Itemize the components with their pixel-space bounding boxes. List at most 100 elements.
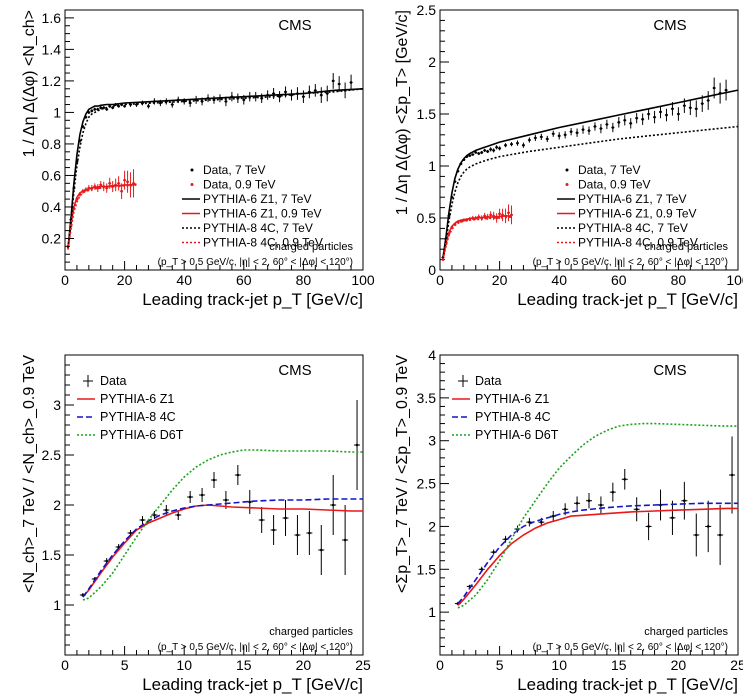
data-point xyxy=(325,92,329,95)
series-points xyxy=(66,169,136,248)
x-tick-label: 80 xyxy=(296,272,312,288)
x-tick-label: 80 xyxy=(671,272,687,288)
chart-panel-tl: 0 20 40 60 80 100 0.2 0.4 0.6 0.8 1 1.2 1.4 1.6 Leadin… xyxy=(21,9,375,309)
data-point xyxy=(272,92,275,95)
data-point xyxy=(337,82,341,86)
y-tick-label: 0.6 xyxy=(42,167,62,183)
data-point xyxy=(308,531,311,535)
y-tick-label: 0 xyxy=(428,262,436,278)
data-point xyxy=(343,538,347,542)
data-point xyxy=(587,499,591,503)
legend-label: PYTHIA-6 Z1, 0.9 TeV xyxy=(578,207,697,221)
legend-label: PYTHIA-6 D6T xyxy=(475,428,559,442)
data-point xyxy=(563,133,567,137)
data-point xyxy=(730,473,734,477)
data-point xyxy=(471,153,475,156)
y-tick-label: 2 xyxy=(53,497,61,513)
annotation-line: (p_T > 0.5 GeV/c, |η| < 2, 60° < |Δφ| < … xyxy=(158,257,353,268)
data-point xyxy=(659,110,662,114)
legend-label: PYTHIA-6 Z1 xyxy=(100,392,174,406)
annotation-line: (p_T > 0.5 GeV/c, |η| < 2, 60° < |Δφ| < … xyxy=(533,642,728,653)
data-point xyxy=(492,149,495,152)
data-point xyxy=(635,116,638,120)
data-point xyxy=(689,106,692,110)
series-line xyxy=(442,215,512,260)
data-point xyxy=(605,123,609,126)
y-tick-label: 1 xyxy=(428,604,436,620)
data-point xyxy=(319,548,323,552)
y-axis-label: 1 / Δη Δ(Δφ) <Σp_T> [GeV/c] xyxy=(394,10,411,215)
series-line xyxy=(457,502,738,605)
data-point xyxy=(123,104,126,108)
annotation-line: (p_T > 0.5 GeV/c, |η| < 2, 60° < |Δφ| < … xyxy=(533,257,728,268)
x-tick-label: 40 xyxy=(176,272,192,288)
y-tick-label: 1 xyxy=(53,104,61,120)
data-point xyxy=(188,495,192,499)
data-point xyxy=(659,503,662,507)
y-axis-label: <N_ch>_7 TeV / <N_ch>_0.9 TeV xyxy=(21,355,38,593)
legend-label: Data, 0.9 TeV xyxy=(578,178,651,192)
series-line xyxy=(67,184,137,250)
x-tick-label: 0 xyxy=(61,272,69,288)
data-point xyxy=(498,147,501,150)
y-tick-label: 1.6 xyxy=(42,10,62,26)
data-point xyxy=(483,149,487,152)
chart-panel-tr: 0 20 40 60 80 100 0 0.5 1 1.5 2 2.5 Leading track-je… xyxy=(394,2,743,309)
data-point xyxy=(284,516,287,520)
data-point xyxy=(540,520,543,524)
data-point xyxy=(629,122,633,125)
data-point xyxy=(611,490,615,494)
data-point xyxy=(617,121,621,124)
legend-label: Data, 0.9 TeV xyxy=(203,178,276,192)
data-point xyxy=(105,559,109,563)
y-tick-label: 1.5 xyxy=(42,547,62,563)
legend-label: PYTHIA-8 4C xyxy=(475,410,551,424)
data-point xyxy=(551,132,555,136)
x-axis-label: Leading track-jet p_T [GeV/c] xyxy=(142,675,363,694)
legend-marker xyxy=(190,168,194,172)
series-line xyxy=(82,498,363,598)
legend-label: PYTHIA-6 Z1, 7 TeV xyxy=(578,192,687,206)
data-point xyxy=(99,183,103,187)
data-point xyxy=(671,107,674,111)
data-point xyxy=(474,151,478,154)
series-line xyxy=(67,88,364,248)
data-point xyxy=(200,493,204,497)
x-tick-label: 0 xyxy=(436,657,444,673)
series-line xyxy=(457,507,738,606)
data-point xyxy=(331,503,335,507)
data-point xyxy=(653,115,656,119)
series-line xyxy=(442,125,739,259)
data-point xyxy=(522,143,525,147)
data-point xyxy=(504,143,507,147)
data-point xyxy=(575,501,579,505)
data-point xyxy=(93,107,97,111)
data-point xyxy=(477,152,481,155)
chart-title: CMS xyxy=(653,362,686,379)
y-tick-label: 3.5 xyxy=(417,390,437,406)
plot-frame xyxy=(439,9,739,271)
legend-label: PYTHIA-6 Z1, 0.9 TeV xyxy=(203,207,322,221)
y-tick-label: 2.5 xyxy=(417,476,437,492)
data-point xyxy=(635,507,638,511)
x-tick-label: 100 xyxy=(351,272,375,288)
data-point xyxy=(188,101,192,105)
plot-frame xyxy=(439,354,739,656)
series-line xyxy=(442,216,512,260)
chart-panel-bl: 0 5 10 15 20 25 1 1.5 2 2.5 3 Leading track-jet p_T… xyxy=(21,354,371,694)
legend-label: PYTHIA-6 Z1, 7 TeV xyxy=(203,192,312,206)
data-point xyxy=(611,126,615,129)
data-point xyxy=(141,518,144,522)
data-point xyxy=(129,531,132,535)
x-tick-label: 15 xyxy=(611,657,627,673)
data-point xyxy=(284,90,287,94)
data-point xyxy=(480,151,484,154)
data-point xyxy=(706,525,710,528)
series-points xyxy=(441,204,514,261)
data-point xyxy=(260,518,263,522)
data-point xyxy=(165,508,168,512)
data-point xyxy=(718,533,722,537)
